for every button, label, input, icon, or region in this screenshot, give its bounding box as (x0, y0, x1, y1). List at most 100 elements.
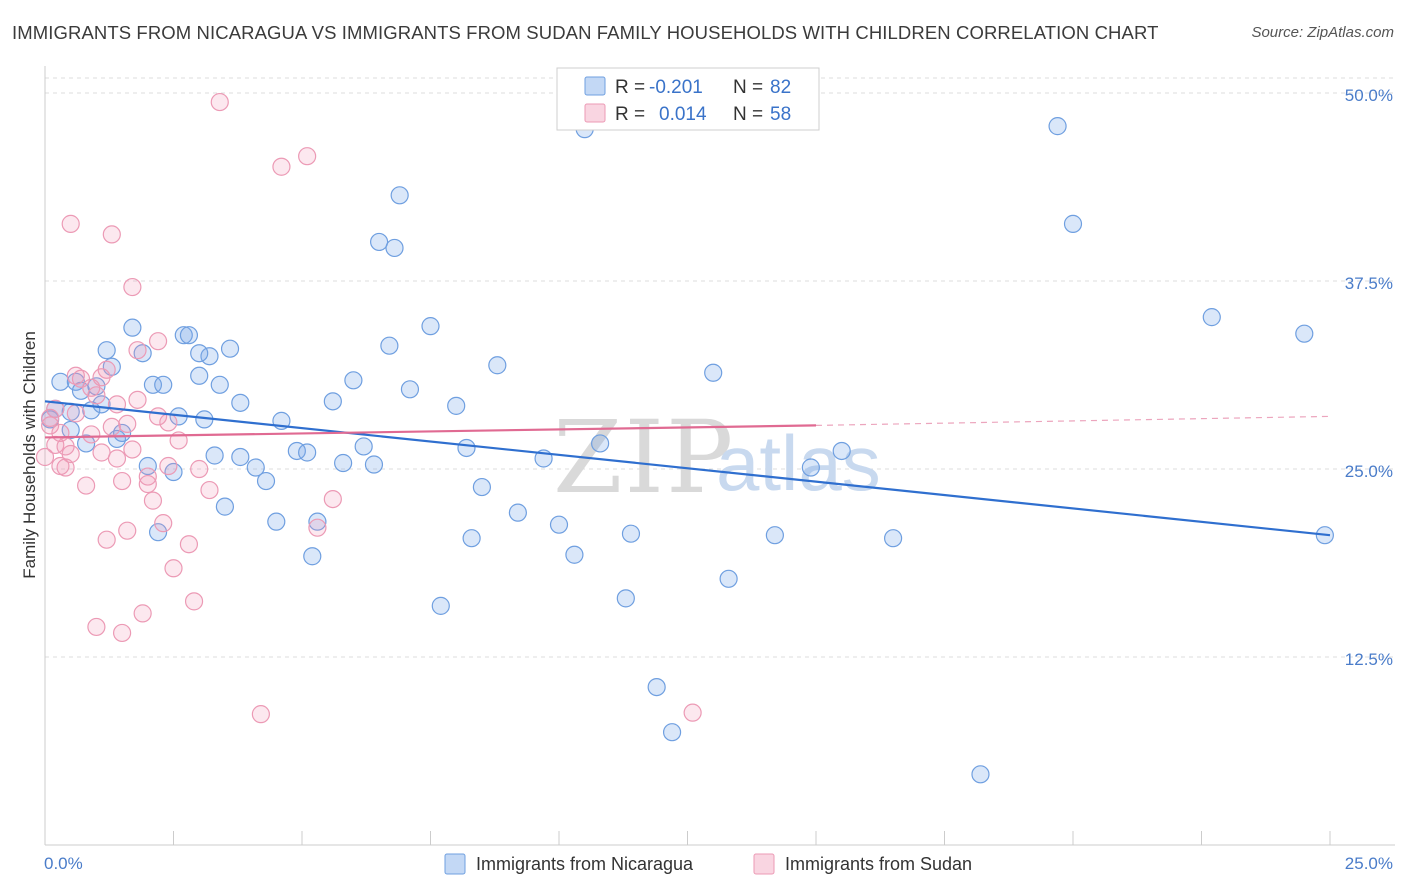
point-sudan (35, 447, 55, 467)
point-nicaragua (154, 375, 173, 394)
point-nicaragua (400, 380, 420, 399)
point-nicaragua (267, 512, 286, 531)
point-sudan (210, 92, 229, 112)
point-sudan (148, 332, 168, 351)
point-nicaragua (77, 434, 96, 453)
point-sudan (298, 147, 317, 166)
point-nicaragua (647, 677, 666, 697)
legend-n-label-2: N = (733, 104, 763, 125)
point-sudan (66, 366, 85, 385)
point-nicaragua (123, 318, 142, 337)
point-nicaragua (385, 238, 404, 258)
trend-line-sudan-extension (815, 415, 1331, 427)
point-nicaragua (298, 443, 317, 462)
point-sudan (184, 592, 204, 611)
legend-r-value-2: 0.014 (659, 104, 707, 125)
x-tick-label: 0.0% (44, 854, 83, 873)
point-sudan (118, 414, 137, 434)
point-nicaragua (801, 458, 820, 477)
point-sudan (138, 474, 157, 494)
point-nicaragua (462, 529, 481, 548)
point-sudan (92, 368, 111, 387)
point-nicaragua (380, 336, 399, 355)
point-nicaragua (133, 344, 152, 363)
point-sudan (118, 521, 137, 540)
point-nicaragua (472, 477, 491, 497)
point-sudan (154, 514, 173, 533)
point-nicaragua (303, 547, 322, 566)
y-tick-label: 12.5% (1345, 650, 1393, 669)
point-sudan (112, 623, 132, 643)
point-sudan (112, 471, 132, 491)
point-nicaragua (334, 453, 353, 473)
trend-line-sudan (44, 424, 817, 439)
point-sudan (56, 437, 75, 456)
point-nicaragua (447, 396, 466, 415)
point-nicaragua (61, 420, 80, 440)
point-nicaragua (148, 523, 168, 542)
point-nicaragua (231, 393, 250, 412)
legend-swatch-nicaragua (584, 76, 606, 96)
point-sudan (683, 703, 702, 722)
point-nicaragua (1202, 308, 1221, 327)
point-nicaragua (457, 438, 476, 458)
point-nicaragua (200, 347, 219, 366)
point-nicaragua (719, 569, 738, 588)
point-sudan (92, 443, 111, 462)
point-nicaragua (421, 317, 440, 336)
point-sudan (87, 386, 106, 405)
legend-swatch-sudan (584, 103, 606, 123)
legend-r-value-1: -0.201 (649, 77, 703, 98)
bottom-legend-swatch-sudan (753, 853, 775, 875)
point-nicaragua (179, 326, 199, 345)
point-sudan (128, 390, 147, 409)
point-sudan (41, 408, 60, 427)
bottom-legend-nicaragua: Immigrants from Nicaragua (476, 854, 694, 874)
point-sudan (179, 535, 199, 554)
point-sudan (61, 214, 80, 233)
y-tick-label: 25.0% (1345, 462, 1393, 481)
watermark-atlas: atlas (716, 419, 881, 507)
point-sudan (102, 225, 121, 244)
bottom-legend-swatch-nicaragua (444, 853, 466, 875)
point-sudan (128, 341, 147, 360)
point-sudan (46, 399, 65, 418)
point-sudan (123, 440, 142, 459)
point-sudan (97, 530, 116, 549)
point-nicaragua (66, 372, 85, 391)
point-nicaragua (765, 526, 784, 545)
tick-labels: 12.5% 25.0% 37.5% 50.0% 0.0% 25.0% (44, 86, 1393, 873)
point-sudan (159, 413, 178, 432)
point-nicaragua (246, 458, 265, 477)
point-nicaragua (370, 232, 389, 252)
point-nicaragua (323, 392, 342, 411)
point-sudan (138, 467, 157, 486)
point-nicaragua (344, 371, 363, 390)
point-sudan (107, 449, 127, 468)
point-nicaragua (591, 434, 610, 453)
point-nicaragua (364, 455, 384, 474)
series-sudan-points (35, 92, 702, 724)
x-tick-label: 25.0% (1345, 854, 1393, 873)
point-nicaragua (190, 344, 209, 363)
y-axis-label: Family Households with Children (20, 331, 39, 579)
point-sudan (66, 404, 85, 423)
point-nicaragua (616, 589, 635, 608)
point-sudan (123, 277, 142, 297)
point-nicaragua (971, 765, 990, 784)
legend-box (556, 67, 820, 131)
trend-lines (44, 400, 1331, 537)
legend-n-value-2: 58 (770, 104, 791, 125)
point-nicaragua (431, 596, 450, 615)
point-nicaragua (138, 456, 157, 476)
point-sudan (143, 491, 163, 510)
source-credit: Source: ZipAtlas.com (1251, 24, 1394, 41)
point-sudan (51, 456, 70, 476)
legend-n-value-1: 82 (770, 77, 791, 98)
point-sudan (77, 476, 96, 495)
point-sudan (82, 425, 101, 444)
point-nicaragua (205, 446, 224, 465)
legend-r-label-2: R = (615, 104, 645, 125)
point-nicaragua (1063, 214, 1083, 233)
